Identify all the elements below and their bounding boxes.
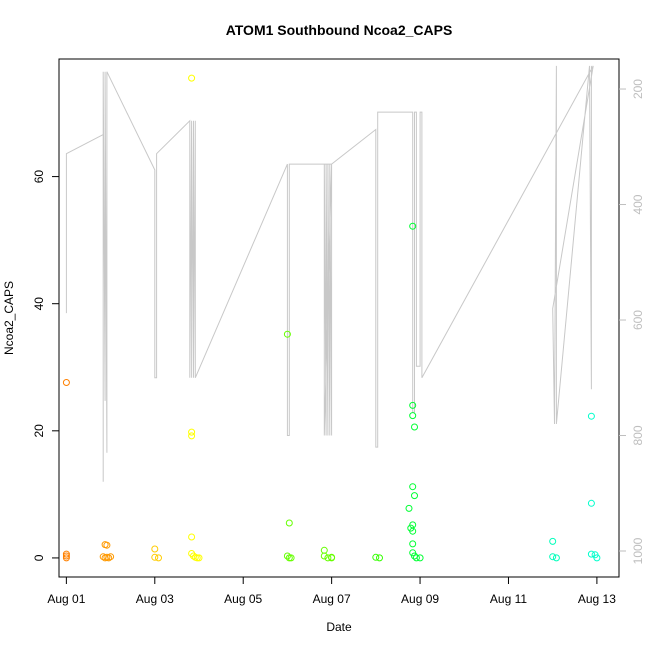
data-point	[324, 554, 332, 562]
data-point	[412, 554, 420, 562]
data-point	[188, 74, 196, 82]
data-point	[409, 483, 417, 491]
data-point	[283, 552, 291, 560]
data-point	[549, 537, 557, 545]
data-point	[155, 554, 162, 562]
data-point	[376, 554, 383, 562]
data-point	[62, 554, 70, 562]
data-point	[405, 504, 413, 512]
data-point	[409, 527, 417, 535]
data-point	[285, 519, 293, 527]
data-point	[283, 330, 291, 338]
x-axis-label: Date	[326, 620, 352, 634]
data-point	[107, 553, 115, 561]
depth-line	[65, 65, 594, 482]
data-point	[411, 492, 418, 500]
scatter-series	[62, 74, 601, 562]
data-point	[62, 379, 70, 386]
data-point	[320, 552, 328, 560]
data-point	[103, 541, 111, 549]
data-point	[151, 545, 159, 553]
data-point	[188, 432, 196, 440]
data-point	[549, 553, 557, 561]
y-tick-label: 0	[32, 554, 46, 561]
y-right-tick-label: 200	[631, 79, 645, 99]
x-tick-label: Aug 09	[401, 592, 439, 606]
y-axis-label: Ncoa2_CAPS	[2, 281, 16, 355]
data-point	[195, 554, 203, 562]
data-point	[151, 553, 159, 561]
y-right-tick-label: 1000	[631, 537, 645, 564]
data-point	[62, 550, 70, 558]
plot-frame	[58, 58, 620, 578]
data-point	[62, 552, 70, 560]
depth-series	[65, 65, 594, 482]
chart-title: ATOM1 Southbound Ncoa2_CAPS	[226, 22, 453, 38]
data-point	[552, 554, 560, 562]
y-right-tick-label: 800	[631, 425, 645, 445]
data-point	[287, 554, 295, 562]
data-point	[188, 428, 196, 436]
y-right-tick-label: 400	[631, 194, 645, 214]
y-right-tick-label: 600	[631, 310, 645, 330]
data-point	[320, 546, 328, 554]
y-tick-label: 40	[32, 297, 46, 311]
data-point	[593, 554, 601, 562]
data-point	[409, 222, 417, 230]
data-point	[105, 554, 113, 562]
data-point	[328, 554, 336, 562]
x-tick-label: Aug 11	[490, 592, 527, 606]
x-tick-label: Aug 03	[136, 592, 174, 606]
data-point	[411, 423, 418, 431]
x-tick-label: Aug 13	[578, 592, 616, 606]
y-tick-label: 20	[32, 424, 46, 438]
x-tick-label: Aug 05	[224, 592, 262, 606]
x-tick-label: Aug 01	[47, 592, 85, 606]
data-point	[587, 412, 595, 420]
data-point	[409, 540, 417, 548]
data-point	[188, 533, 196, 541]
data-point	[372, 553, 380, 561]
data-point	[416, 554, 424, 562]
data-point	[409, 412, 417, 420]
data-point	[587, 550, 595, 558]
x-tick-label: Aug 07	[313, 592, 351, 606]
y-tick-label: 60	[32, 170, 46, 184]
axes: Aug 01 Aug 03 Aug 05 Aug 07 Aug 09 Aug 11 Aug …	[32, 79, 645, 606]
data-point	[409, 401, 417, 409]
data-point	[587, 499, 595, 507]
